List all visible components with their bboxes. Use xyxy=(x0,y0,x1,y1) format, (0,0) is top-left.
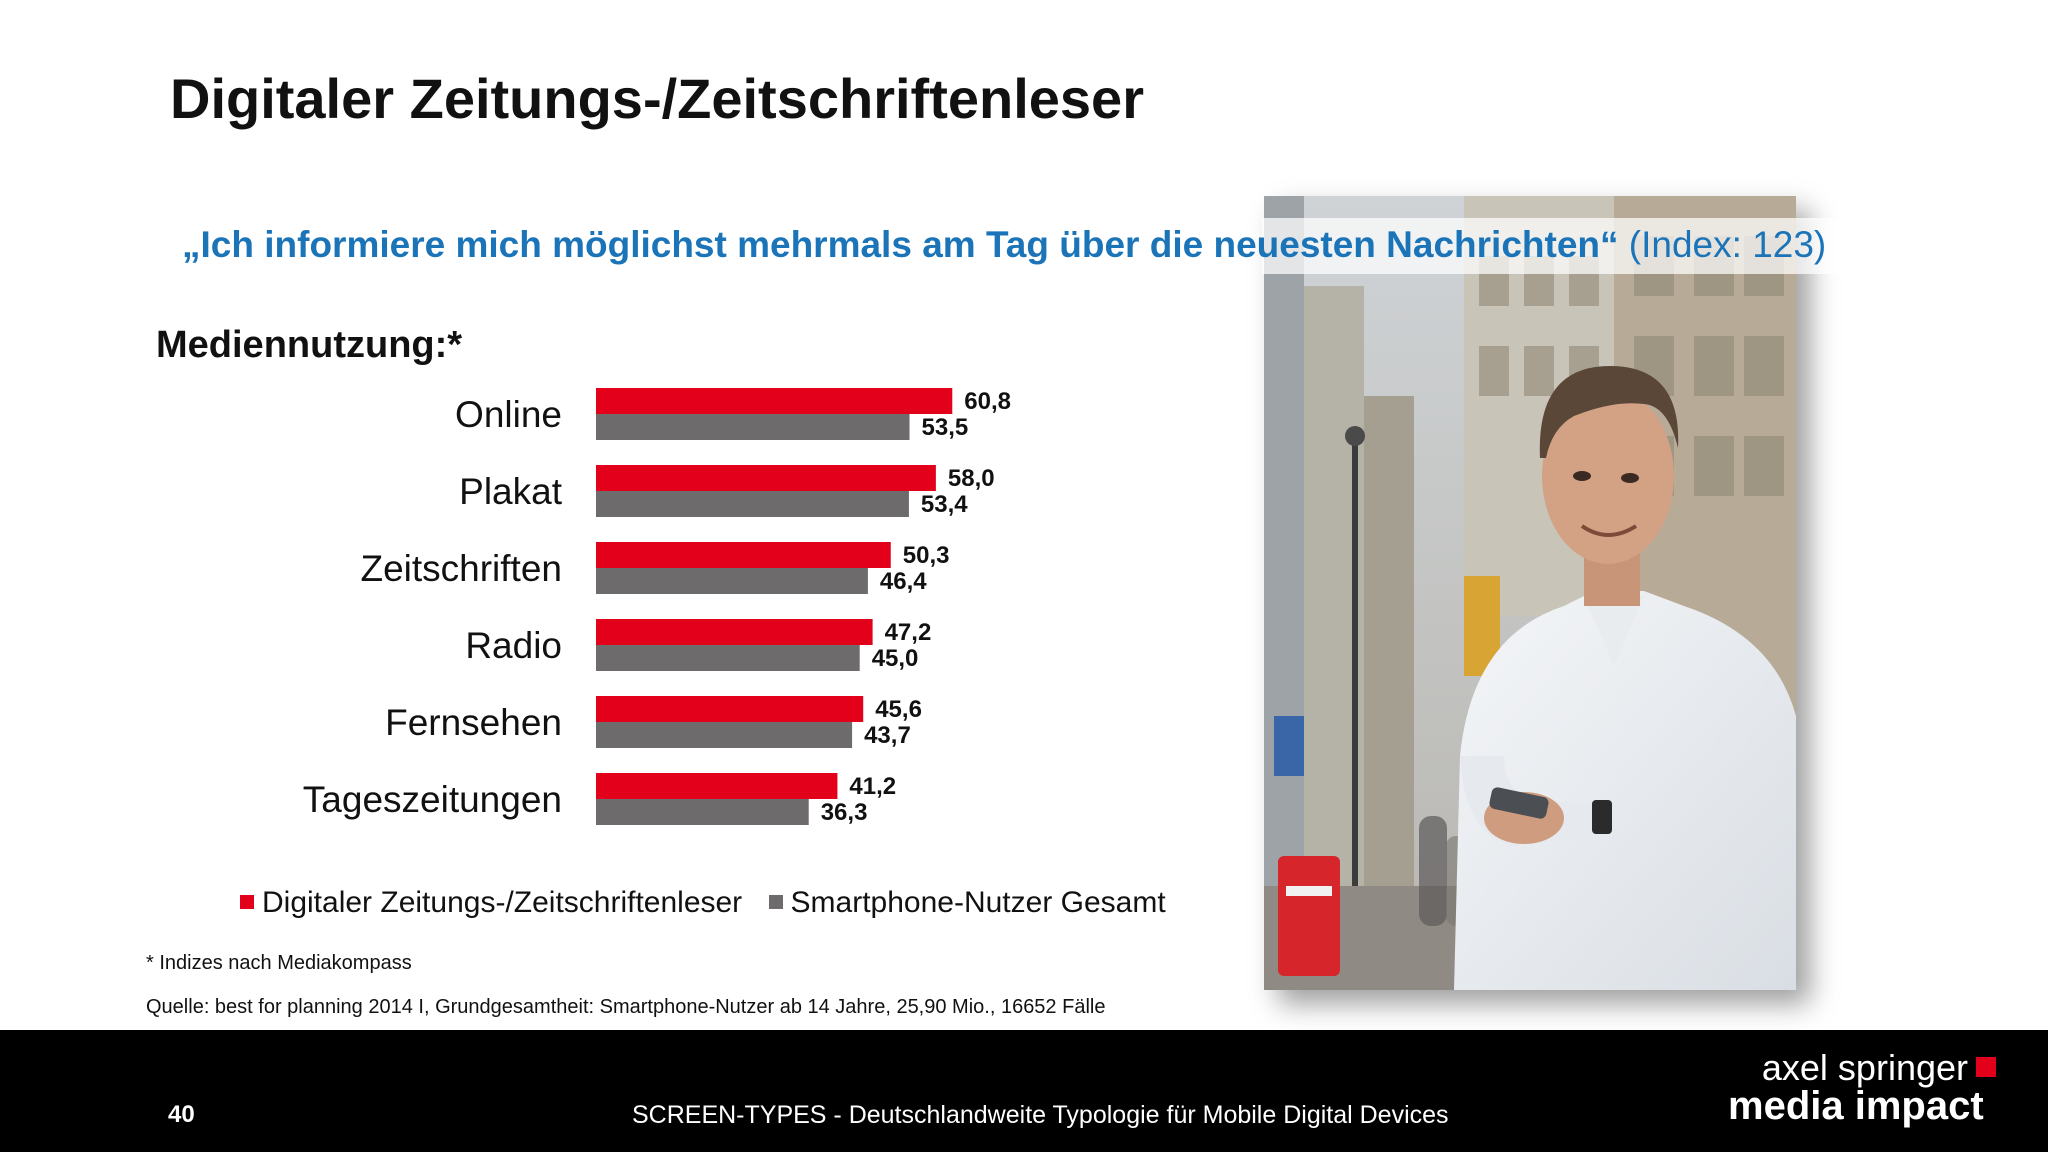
category-label-radio: Radio xyxy=(465,625,562,666)
value-label-digital-online: 60,8 xyxy=(964,388,1011,415)
value-label-total-fernsehen: 43,7 xyxy=(864,722,911,749)
bar-total-tageszeitungen xyxy=(596,799,809,825)
value-label-total-tageszeitungen: 36,3 xyxy=(821,799,868,826)
bar-digital-radio xyxy=(596,619,873,645)
value-label-total-zeitschriften: 46,4 xyxy=(880,568,927,595)
legend-label-total: Smartphone-Nutzer Gesamt xyxy=(790,886,1166,919)
legend-label-digital: Digitaler Zeitungs-/Zeitschriftenleser xyxy=(262,886,743,919)
bar-digital-plakat xyxy=(596,465,936,491)
value-label-digital-fernsehen: 45,6 xyxy=(875,696,922,723)
bar-digital-fernsehen xyxy=(596,696,864,722)
bar-digital-online xyxy=(596,388,953,414)
bar-digital-tageszeitungen xyxy=(596,773,838,799)
value-label-total-online: 53,5 xyxy=(922,414,969,441)
quote-statement: „Ich informiere mich möglichst mehrmals … xyxy=(182,220,1826,270)
page-title: Digitaler Zeitungs-/Zeitschriftenleser xyxy=(170,67,1144,130)
legend-swatch-total xyxy=(768,895,783,910)
bar-total-online xyxy=(596,414,910,440)
value-label-digital-radio: 47,2 xyxy=(885,619,932,646)
bar-total-plakat xyxy=(596,491,909,517)
value-label-digital-zeitschriften: 50,3 xyxy=(903,542,950,569)
quote-backdrop xyxy=(1262,218,1892,274)
footer-caption: SCREEN-TYPES - Deutschlandweite Typologi… xyxy=(632,1101,1449,1129)
footer-bar xyxy=(0,1030,2048,1152)
footnote: * Indizes nach Mediakompass xyxy=(146,952,412,974)
man-with-smartphone-photo xyxy=(1264,196,1796,990)
bar-total-zeitschriften xyxy=(596,568,868,594)
source-note: Quelle: best for planning 2014 I, Grundg… xyxy=(146,996,1106,1018)
brand-logo-line1: axel springer xyxy=(1762,1047,1996,1089)
legend-item-total: Smartphone-Nutzer Gesamt xyxy=(768,886,1166,920)
quote-text: „Ich informiere mich möglichst mehrmals … xyxy=(182,224,1619,265)
bar-digital-zeitschriften xyxy=(596,542,891,568)
value-label-total-radio: 45,0 xyxy=(872,645,919,672)
brand-square-icon xyxy=(1976,1057,1996,1078)
chart-subtitle: Mediennutzung:* xyxy=(156,324,463,366)
legend-item-digital: Digitaler Zeitungs-/Zeitschriftenleser xyxy=(240,886,742,920)
bar-total-radio xyxy=(596,645,860,671)
category-label-fernsehen: Fernsehen xyxy=(385,702,562,743)
value-label-digital-plakat: 58,0 xyxy=(948,465,995,492)
category-label-tageszeitungen: Tageszeitungen xyxy=(303,779,562,820)
category-label-online: Online xyxy=(455,394,562,435)
value-label-total-plakat: 53,4 xyxy=(921,491,968,518)
value-label-digital-tageszeitungen: 41,2 xyxy=(849,773,896,800)
quote-index: (Index: 123) xyxy=(1628,224,1827,265)
brand-logo-line2: media impact xyxy=(1728,1084,1984,1128)
page-number: 40 xyxy=(168,1101,195,1128)
chart-legend: Digitaler Zeitungs-/Zeitschriftenleser S… xyxy=(240,886,1184,920)
category-label-zeitschriften: Zeitschriften xyxy=(360,548,562,589)
category-label-plakat: Plakat xyxy=(459,471,563,512)
bar-total-fernsehen xyxy=(596,722,853,748)
brand-name: axel springer xyxy=(1761,1047,1968,1088)
legend-swatch-digital xyxy=(240,895,254,910)
